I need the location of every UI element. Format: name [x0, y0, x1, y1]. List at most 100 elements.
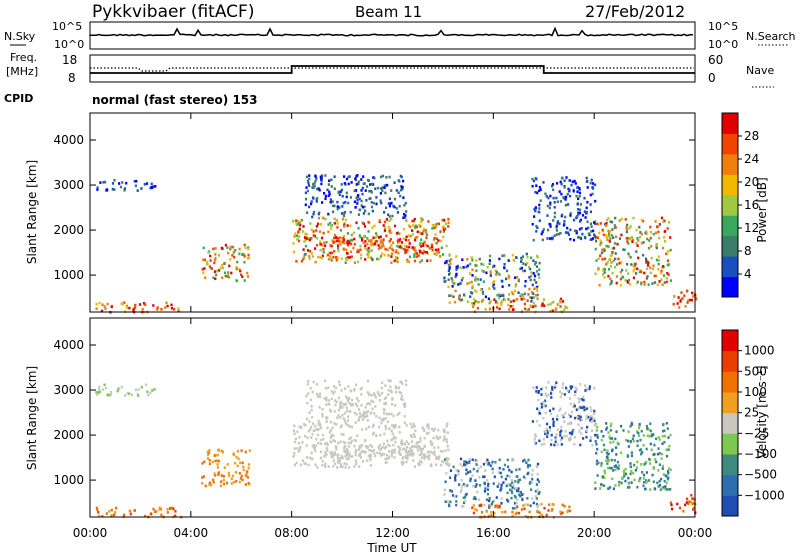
echo-cell — [552, 407, 555, 411]
echo-cell — [650, 432, 653, 436]
echo-cell — [301, 230, 305, 233]
echo-cell — [607, 245, 610, 248]
echo-cell — [501, 285, 504, 288]
echo-cell — [474, 279, 477, 282]
colorbar-tick-label: 8 — [744, 244, 752, 258]
echo-cell — [344, 455, 347, 458]
echo-cell — [416, 441, 419, 444]
echo-cell — [541, 230, 544, 233]
echo-cell — [441, 225, 444, 229]
echo-cell — [343, 419, 346, 422]
echo-cell — [593, 386, 596, 390]
echo-cell — [595, 451, 598, 455]
echo-cell — [337, 191, 340, 194]
echo-cell — [476, 469, 479, 473]
echo-cell — [489, 274, 492, 277]
echo-cell — [475, 509, 478, 512]
echo-cell — [564, 231, 568, 234]
echo-cell — [334, 462, 337, 466]
echo-cell — [308, 205, 311, 209]
echo-cell — [374, 187, 377, 191]
echo-cell — [411, 219, 414, 223]
echo-cell — [525, 252, 528, 256]
echo-cell — [678, 306, 681, 309]
echo-cell — [444, 480, 447, 484]
echo-cell — [692, 508, 695, 511]
echo-cell — [308, 456, 311, 460]
echo-cell — [343, 403, 346, 407]
echo-cell — [589, 222, 593, 226]
echo-cell — [296, 238, 299, 241]
echo-cell — [520, 256, 523, 260]
echo-cell — [362, 212, 365, 215]
echo-cell — [626, 240, 629, 243]
echo-cell — [345, 395, 348, 398]
echo-cell — [404, 201, 407, 205]
echo-cell — [658, 222, 661, 226]
echo-cell — [537, 389, 540, 393]
echo-cell — [366, 459, 369, 462]
echo-cell — [568, 413, 571, 416]
echo-cell — [292, 220, 295, 223]
echo-cell — [546, 422, 549, 426]
echo-cell — [584, 389, 587, 392]
echo-cell — [559, 300, 562, 304]
echo-cell — [421, 232, 424, 235]
echo-cell — [412, 452, 415, 456]
echo-cell — [535, 230, 538, 233]
colorbar-swatch — [722, 215, 738, 237]
echo-cell — [348, 397, 351, 400]
echo-cell — [494, 460, 497, 464]
echo-cell — [613, 459, 616, 462]
echo-cell — [583, 384, 587, 387]
echo-cell — [325, 420, 328, 423]
echo-cell — [608, 435, 611, 439]
echo-cell — [556, 182, 559, 185]
echo-cell — [103, 305, 106, 308]
echo-cell — [663, 434, 666, 438]
echo-cell — [418, 453, 421, 457]
colorbar-frame — [721, 329, 739, 517]
echo-cell — [373, 448, 376, 452]
echo-cell — [338, 193, 341, 197]
echo-cell — [647, 283, 650, 286]
echo-cell — [498, 458, 501, 462]
echo-cell — [166, 304, 169, 308]
echo-cell — [367, 239, 371, 242]
echo-cell — [530, 271, 533, 274]
echo-cell — [435, 463, 438, 466]
echo-cell — [563, 179, 566, 182]
echo-cell — [544, 192, 547, 196]
echo-cell — [356, 404, 359, 408]
echo-cell — [357, 213, 360, 216]
echo-cell — [333, 451, 336, 454]
echo-cell — [542, 437, 546, 441]
echo-cell — [443, 227, 447, 231]
echo-cell — [353, 242, 356, 246]
echo-cell — [605, 236, 608, 239]
echo-cell — [437, 446, 440, 449]
echo-cell — [353, 237, 356, 241]
echo-cell — [621, 477, 624, 480]
echo-cell — [388, 231, 391, 234]
echo-cell — [434, 224, 437, 228]
echo-cell — [672, 302, 675, 306]
echo-cell — [329, 410, 333, 413]
echo-cell — [343, 241, 346, 245]
echo-cell — [505, 484, 508, 488]
echo-cell — [310, 425, 313, 429]
echo-cell — [559, 510, 562, 514]
echo-cell — [315, 200, 318, 203]
echo-cell — [471, 506, 474, 510]
echo-cell — [151, 389, 154, 392]
echo-cell — [337, 247, 340, 250]
echo-cell — [375, 415, 378, 418]
echo-cell — [405, 245, 408, 248]
echo-cell — [315, 382, 318, 386]
echo-cell — [624, 472, 627, 476]
echo-cell — [504, 510, 507, 514]
echo-cell — [549, 429, 552, 432]
echo-cell — [425, 243, 428, 247]
echo-cell — [498, 307, 501, 311]
echo-cell — [537, 210, 540, 214]
